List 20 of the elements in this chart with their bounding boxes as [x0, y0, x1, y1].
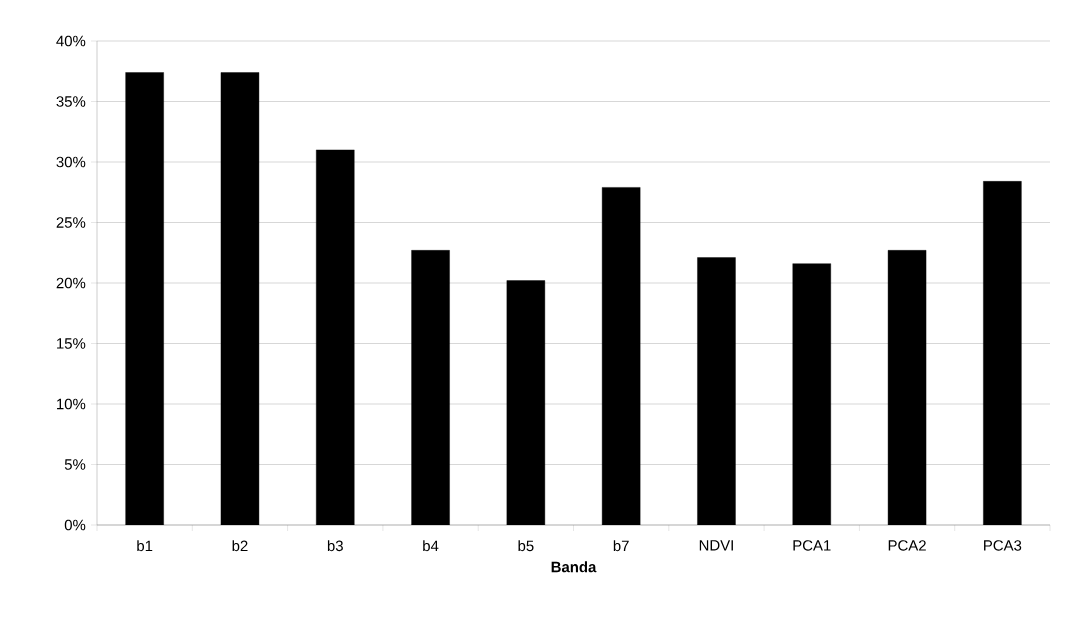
x-tick-label: PCA3: [984, 540, 1022, 551]
x-tick-label: NDVI: [699, 540, 733, 551]
x-tick-label: b1: [137, 540, 153, 552]
y-tick-label: 40%: [56, 35, 86, 47]
x-tick-label: b2: [232, 540, 248, 552]
y-tick-label: 20%: [56, 277, 86, 289]
x-tick-label: b4: [423, 540, 439, 552]
y-tick-label: 15%: [57, 338, 86, 349]
x-tick-label: b7: [613, 540, 629, 552]
y-tick-label: 35%: [56, 96, 86, 107]
y-tick-label: 5%: [64, 459, 86, 470]
y-tick-label: 0%: [64, 519, 86, 531]
x-tick-label: PCA2: [888, 540, 926, 551]
x-tick-label: b5: [518, 540, 534, 552]
y-tick-label: 30%: [56, 156, 86, 168]
x-axis-title: Banda: [551, 561, 597, 573]
x-tick-label: PCA1: [793, 540, 831, 551]
y-tick-label: 25%: [56, 217, 86, 228]
y-tick-label: 10%: [57, 398, 86, 410]
x-tick-label: b3: [327, 540, 343, 552]
